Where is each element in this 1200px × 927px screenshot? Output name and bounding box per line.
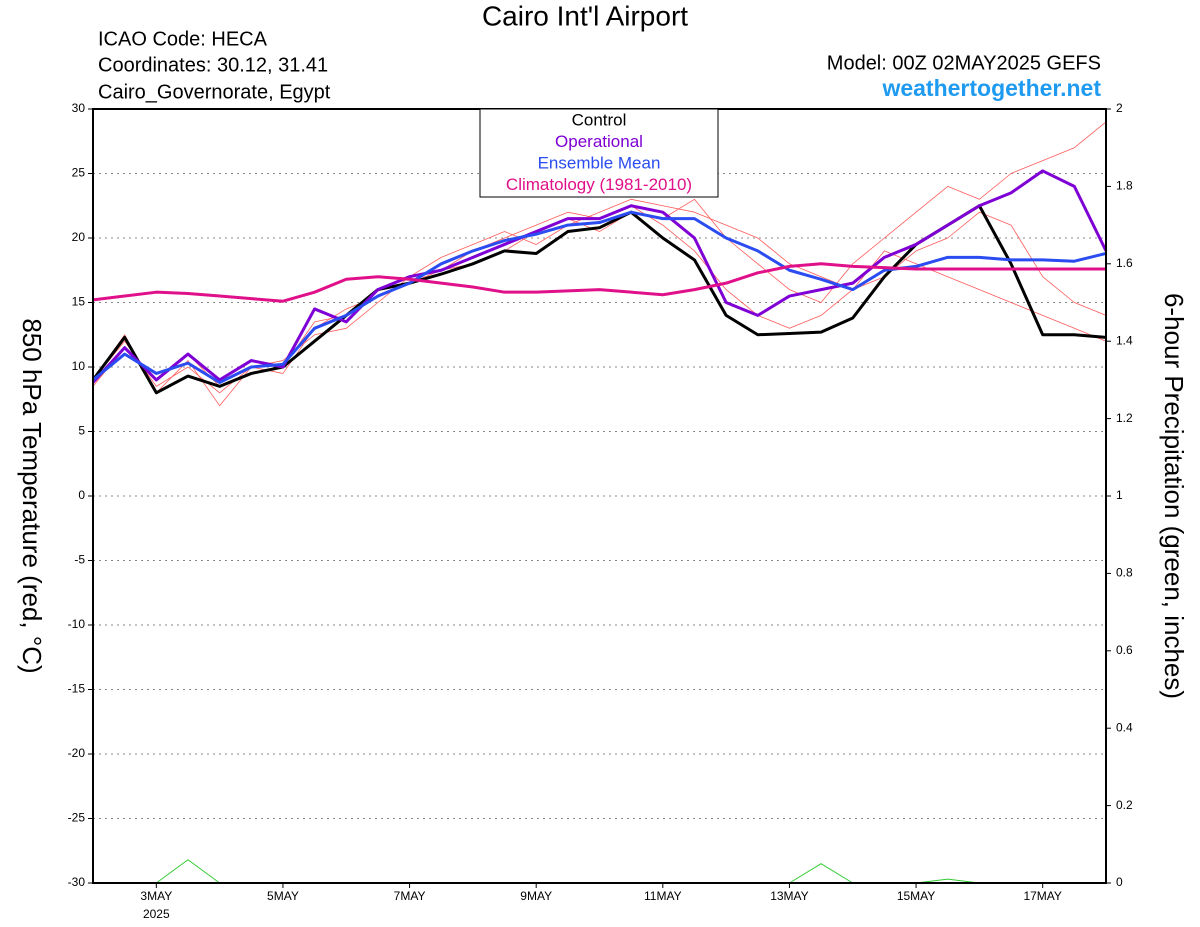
y2-tick-label: 0.8 bbox=[1116, 566, 1133, 580]
y2-tick-label: 0 bbox=[1116, 875, 1123, 889]
series-line bbox=[92, 210, 1107, 384]
y2-tick-label: 0.4 bbox=[1116, 720, 1133, 734]
year-label: 2025 bbox=[143, 907, 170, 921]
chart-title: Cairo Int'l Airport bbox=[482, 0, 688, 31]
info-line: Cairo_Governorate, Egypt bbox=[98, 81, 331, 103]
legend-box bbox=[479, 108, 719, 198]
x-tick-label: 3MAY bbox=[140, 889, 172, 903]
site-label: weathertogether.net bbox=[881, 75, 1101, 101]
y2-tick-label: 1.2 bbox=[1116, 411, 1133, 425]
x-tick-label: 15MAY bbox=[897, 889, 935, 903]
x-tick-label: 5MAY bbox=[267, 889, 299, 903]
x-tick-label: 9MAY bbox=[520, 889, 552, 903]
y-tick-label: 5 bbox=[78, 424, 85, 438]
y-tick-label: 25 bbox=[72, 166, 86, 180]
y2-tick-label: 1.8 bbox=[1116, 179, 1133, 193]
y2-tick-label: 2 bbox=[1116, 101, 1123, 115]
legend-label: Operational bbox=[555, 132, 643, 151]
member-line bbox=[92, 121, 1107, 407]
x-tick-label: 7MAY bbox=[394, 889, 426, 903]
x-tick-label: 13MAY bbox=[770, 889, 808, 903]
x-tick-label: 11MAY bbox=[644, 889, 682, 903]
y-tick-label: 20 bbox=[72, 230, 86, 244]
legend-label: Ensemble Mean bbox=[538, 153, 661, 172]
y-tick-label: 15 bbox=[72, 295, 86, 309]
y-tick-label: -25 bbox=[68, 811, 86, 825]
y2-tick-label: 0.2 bbox=[1116, 798, 1133, 812]
y-tick-label: 0 bbox=[78, 488, 85, 502]
y2-axis-label: 6-hour Precipitation (green, inches) bbox=[1159, 293, 1189, 699]
precip-line bbox=[93, 859, 1106, 884]
y-tick-label: -10 bbox=[68, 617, 86, 631]
y-tick-label: -5 bbox=[74, 553, 85, 567]
model-label: Model: 00Z 02MAY2025 GEFS bbox=[827, 52, 1101, 74]
y-tick-label: 10 bbox=[72, 359, 86, 373]
y-tick-label: -20 bbox=[68, 746, 86, 760]
y2-tick-label: 1 bbox=[1116, 488, 1123, 502]
y-axis-label: 850 hPa Temperature (red, °C) bbox=[17, 318, 47, 673]
legend-label: Control bbox=[572, 110, 627, 129]
series-line bbox=[91, 169, 1108, 384]
legend-label: Climatology (1981-2010) bbox=[506, 175, 692, 194]
y-tick-label: 30 bbox=[72, 101, 86, 115]
x-tick-label: 17MAY bbox=[1023, 889, 1061, 903]
y-tick-label: -15 bbox=[68, 682, 86, 696]
info-line: Coordinates: 30.12, 31.41 bbox=[98, 54, 328, 76]
y2-tick-label: 1.4 bbox=[1116, 333, 1133, 347]
y2-tick-label: 0.6 bbox=[1116, 643, 1133, 657]
series-line bbox=[92, 262, 1106, 303]
y2-tick-label: 1.6 bbox=[1116, 256, 1133, 270]
y-tick-label: -30 bbox=[68, 875, 86, 889]
info-line: ICAO Code: HECA bbox=[98, 28, 268, 50]
